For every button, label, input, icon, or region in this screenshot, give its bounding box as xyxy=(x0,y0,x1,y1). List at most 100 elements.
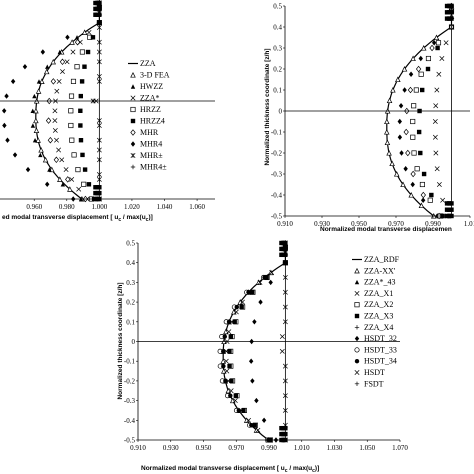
legend-swatch xyxy=(354,279,360,285)
x-tick-label: 1.030 xyxy=(327,444,343,452)
legend-label: ZZA_X4 xyxy=(364,323,393,332)
y-tick-label: -0.3 xyxy=(271,171,283,179)
y-tick-label: 0.1 xyxy=(126,318,135,326)
data-point xyxy=(86,29,92,35)
data-point xyxy=(40,49,46,55)
data-point xyxy=(436,71,442,77)
data-point xyxy=(93,6,98,12)
x-tick-label: 0.930 xyxy=(163,444,179,452)
legend-swatch xyxy=(130,95,136,101)
data-point xyxy=(47,167,52,172)
legend-swatch xyxy=(354,267,360,274)
data-point xyxy=(397,134,403,140)
data-point xyxy=(69,176,75,182)
data-point xyxy=(82,64,87,69)
data-point xyxy=(30,123,36,128)
data-point xyxy=(395,76,401,83)
data-point xyxy=(444,201,450,206)
data-point xyxy=(279,334,285,340)
legend-label: ZZA* xyxy=(140,94,160,103)
data-point xyxy=(433,103,439,109)
data-point xyxy=(400,181,406,188)
data-point xyxy=(1,108,7,114)
x-tick-label: 0.950 xyxy=(351,220,367,228)
data-point xyxy=(68,108,74,114)
data-point xyxy=(67,186,73,192)
data-point xyxy=(93,12,98,17)
data-point xyxy=(223,328,229,335)
data-point xyxy=(410,181,415,188)
data-point xyxy=(386,150,392,156)
data-point xyxy=(420,197,426,203)
legend-label: ZZA-XX' xyxy=(364,266,396,275)
data-point xyxy=(22,64,28,70)
data-point xyxy=(54,88,60,94)
data-point xyxy=(249,423,254,428)
x-tick-label: 0.990 xyxy=(425,220,441,228)
legend-swatch xyxy=(130,72,136,78)
data-point xyxy=(32,93,37,99)
y-tick-label: 0.2 xyxy=(273,66,282,74)
data-point xyxy=(45,181,50,187)
legend-swatch xyxy=(130,164,136,170)
legend-swatch xyxy=(354,370,360,375)
x-tick-label: 1.01 xyxy=(464,220,474,228)
data-point xyxy=(410,118,416,125)
data-point xyxy=(53,156,60,164)
data-point xyxy=(434,166,440,172)
data-point xyxy=(220,358,226,364)
data-point xyxy=(248,358,254,364)
data-point xyxy=(57,49,62,55)
x-tick-label: 1.020 xyxy=(124,203,140,211)
data-point xyxy=(408,71,414,77)
panel-top-right: 0.910 0.930 0.950 0.970 0.990 1.01 0.5 0.4 0.3 0.… xyxy=(264,3,474,234)
data-point xyxy=(415,65,422,73)
data-point xyxy=(50,58,57,65)
y-tick-label: 0.1 xyxy=(273,87,282,95)
data-point xyxy=(42,156,49,163)
data-point xyxy=(279,246,284,252)
data-point xyxy=(232,319,237,324)
data-point xyxy=(401,66,408,72)
data-point xyxy=(56,147,62,153)
legend-label: HSDT_34 xyxy=(364,357,397,366)
data-point xyxy=(246,417,252,423)
panel-top-right-ylabel: Normalized thickness coordinate [z/h] xyxy=(264,48,271,165)
data-point xyxy=(436,182,442,187)
data-point xyxy=(233,309,239,315)
panel-top-left-xlabel: ed modal transverse displacement [ uc / … xyxy=(2,214,153,223)
data-point xyxy=(418,71,424,77)
panel-bottom-ylabel: Normalized thickness coordinate [z/h] xyxy=(117,282,124,399)
legend-swatch xyxy=(354,359,360,364)
y-tick-label: 0.3 xyxy=(273,45,282,53)
panel-top-left-axes: 0.960 0.980 1.000 1.020 1.040 1.060 xyxy=(0,3,215,211)
data-point xyxy=(221,363,226,369)
data-point xyxy=(444,207,450,212)
data-point xyxy=(398,103,404,109)
data-point xyxy=(411,150,417,156)
data-point xyxy=(435,45,440,51)
legend-swatch xyxy=(130,141,136,147)
legend-swatch xyxy=(354,381,360,386)
legend-label: ZZA_RDF xyxy=(364,255,400,264)
x-tick-label: 0.930 xyxy=(314,220,330,228)
data-point xyxy=(410,55,416,62)
data-point xyxy=(440,197,446,203)
data-point xyxy=(444,10,450,15)
data-point xyxy=(45,64,50,69)
data-point xyxy=(419,181,425,188)
data-point xyxy=(59,58,66,66)
legend-swatch xyxy=(130,84,136,89)
y-tick-label: -0.3 xyxy=(124,397,136,405)
legend-label: HWZZ xyxy=(140,82,163,91)
data-point xyxy=(25,166,31,173)
data-point xyxy=(38,147,44,153)
legend-label: ZZA xyxy=(140,59,156,68)
data-point xyxy=(232,398,238,404)
data-point xyxy=(223,378,228,384)
data-point xyxy=(403,166,408,172)
data-point xyxy=(50,78,57,85)
data-point xyxy=(228,393,233,398)
data-point xyxy=(76,186,82,192)
